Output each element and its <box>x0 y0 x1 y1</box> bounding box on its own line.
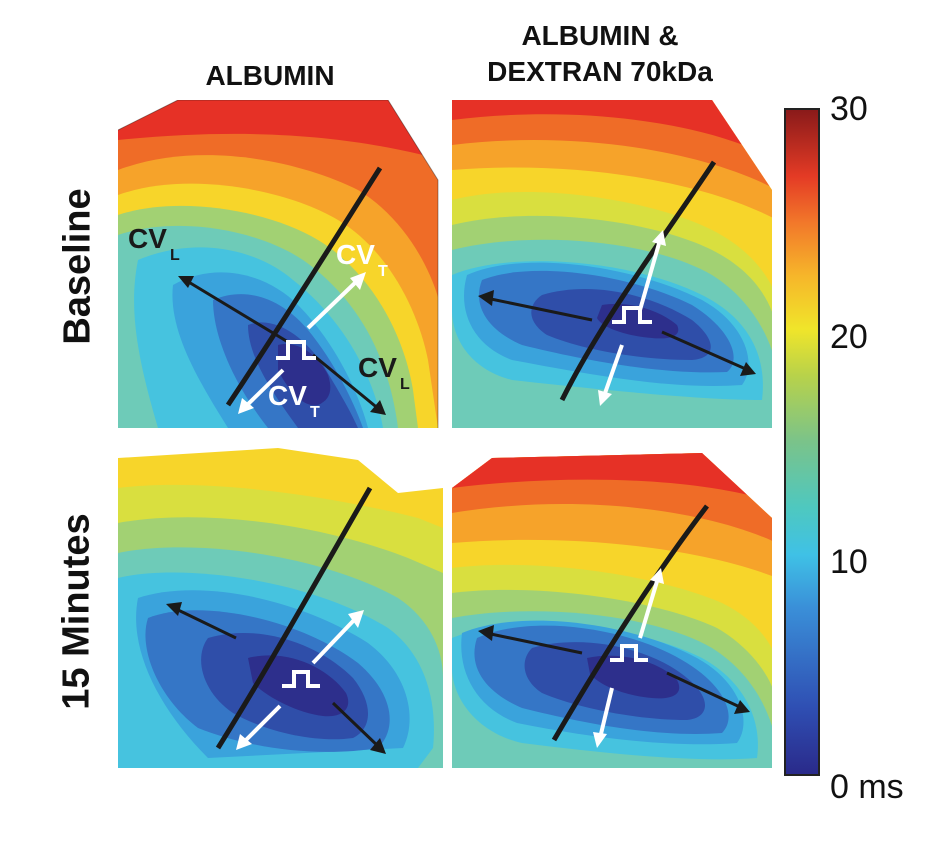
column-title-line-1: ALBUMIN & <box>521 20 679 51</box>
row-title-baseline: Baseline <box>56 188 99 345</box>
colorbar-label-max: 30 <box>830 90 868 128</box>
column-title-albumin-dextran: ALBUMIN & DEXTRAN 70kDa <box>430 18 770 90</box>
band-11 <box>118 100 438 160</box>
band-0 <box>587 655 680 699</box>
cv-l-arrow-right <box>661 330 749 372</box>
fiber-orientation-line <box>215 486 373 750</box>
cv-l-label-right: CV L <box>358 352 410 393</box>
band-0 <box>597 303 679 339</box>
cv-t-arrow-down <box>602 344 624 397</box>
cv-t-arrow-down <box>240 704 282 746</box>
colorbar <box>784 108 820 776</box>
colorbar-label-min: 0 ms <box>830 768 904 806</box>
band-11 <box>452 453 772 503</box>
cv-l-arrow-right <box>312 353 381 412</box>
cv-l-arrow-left <box>485 296 593 322</box>
cv-l-label-left: CV L <box>128 223 180 264</box>
cv-l-arrow-right <box>666 671 743 710</box>
cv-t-arrow-down <box>242 368 285 410</box>
activation-map-albumin-15-minutes <box>118 448 443 768</box>
column-title-line-2: DEXTRAN 70kDa <box>487 56 713 87</box>
cv-t-label-lower: CV T <box>268 380 320 421</box>
svg-text:CV: CV <box>268 380 307 411</box>
cv-t-arrow-up <box>306 278 360 330</box>
row-title-15-minutes: 15 Minutes <box>55 513 98 710</box>
svg-text:L: L <box>400 376 410 393</box>
activation-map-albumin-baseline: CV L CV T CV L CV T <box>118 100 439 428</box>
band-0 <box>248 655 349 717</box>
svg-text:T: T <box>310 404 320 421</box>
stimulus-icon <box>610 644 648 662</box>
stimulus-icon <box>612 306 652 324</box>
svg-text:CV: CV <box>358 352 397 383</box>
cv-t-arrow-up <box>311 616 358 665</box>
fiber-orientation-line <box>559 160 717 402</box>
fiber-orientation-line <box>225 166 383 407</box>
stimulus-icon <box>276 340 316 360</box>
cv-l-arrow-left <box>173 606 237 640</box>
column-title-albumin: ALBUMIN <box>205 60 335 91</box>
svg-text:CV: CV <box>128 223 167 254</box>
svg-text:T: T <box>378 263 388 280</box>
cv-l-arrow-left <box>485 631 583 655</box>
cv-l-arrow-right <box>331 701 382 750</box>
cv-l-arrow-left <box>181 276 289 344</box>
colorbar-label-20: 20 <box>830 318 868 356</box>
band-11 <box>452 100 772 160</box>
cv-t-label-upper: CV T <box>336 239 388 280</box>
svg-text:CV: CV <box>336 239 375 270</box>
activation-map-albumin-dextran-baseline <box>452 100 772 428</box>
cv-t-arrow-up <box>638 577 660 639</box>
activation-map-albumin-dextran-15-minutes <box>452 453 772 768</box>
band-0 <box>278 344 331 406</box>
colorbar-label-10: 10 <box>830 543 868 581</box>
cv-t-arrow-up <box>638 239 662 311</box>
cv-t-arrow-down <box>598 687 614 739</box>
fiber-orientation-line <box>551 504 709 742</box>
stimulus-icon <box>282 670 320 688</box>
svg-text:L: L <box>170 247 180 264</box>
